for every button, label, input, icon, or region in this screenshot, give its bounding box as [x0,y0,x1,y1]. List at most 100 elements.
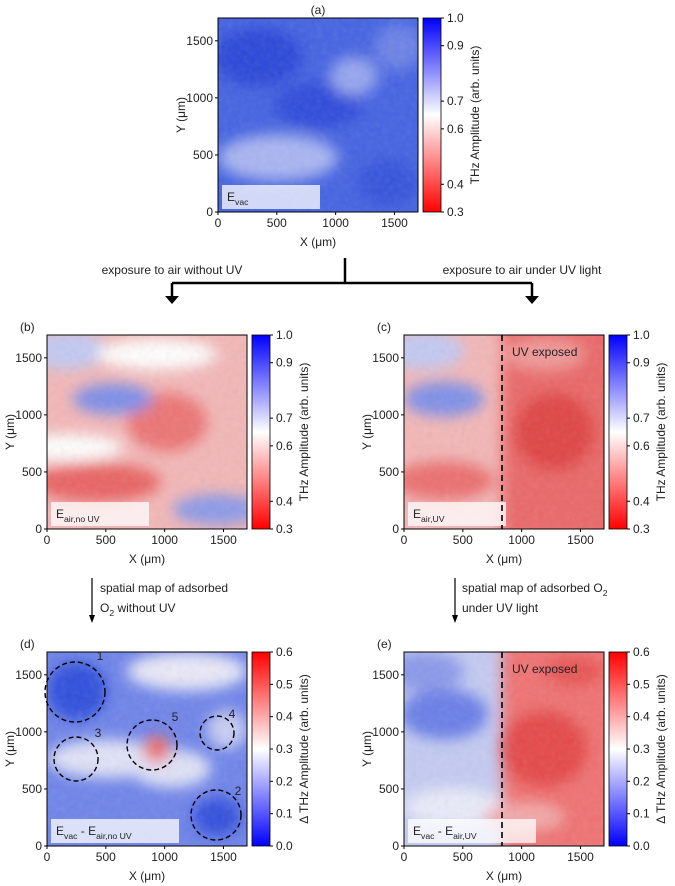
text-part: E [413,824,421,838]
colorbar-tick-label: 0.9 [633,356,650,370]
x-axis-label: X (μm) [486,869,522,883]
panel-label: (b) [20,320,35,334]
x-tick-label: 1500 [567,533,594,547]
text-part: E [56,824,64,838]
colorbar-tick-label: 0.6 [276,439,293,453]
inset-label-box [408,819,536,843]
colorbar-tick-label: 0.3 [276,742,293,756]
heatmap-panel: 0 500 1000 1500 0 500 1000 1500 X (μm) Y (μm) (b) 1… [3,320,311,566]
colorbar-tick-label: 0.0 [276,839,293,853]
colorbar-tick-label: 0.4 [633,710,650,724]
colorbar-tick-label: 0.7 [633,411,650,425]
inset-label-box [51,819,179,843]
map-noise [47,652,247,846]
map-noise [404,652,604,846]
colorbar-tick-label: 0.3 [276,522,293,536]
y-tick-label: 0 [206,205,213,219]
colorbar-tick-label: 0.7 [276,411,293,425]
text-part: without UV [114,601,175,615]
map-image [404,335,604,529]
x-tick-label: 1500 [210,850,237,864]
colorbar-label: Δ THz Amplitude (arb. units) [654,674,668,823]
inset-label-box [51,502,149,526]
colorbar-tick-label: 0.1 [276,807,293,821]
subscript: air,no UV [64,514,100,524]
region-label: 2 [235,784,242,798]
x-tick-label: 1000 [151,850,178,864]
region-label: 1 [97,649,104,663]
y-tick-label: 1000 [372,725,399,739]
y-tick-label: 1000 [186,91,213,105]
colorbar-tick-label: 0.4 [633,494,650,508]
y-tick-label: 0 [35,522,42,536]
map-image [404,652,604,846]
colorbar [251,651,271,847]
y-tick-label: 1000 [15,408,42,422]
region-circle [190,789,242,841]
text-part: - E [77,824,96,838]
colorbar-tick-label: 0.2 [276,774,293,788]
connector-arrows [91,258,534,616]
text-part: O [100,601,109,615]
colorbar-label: THz Amplitude (arb. units) [297,363,311,502]
y-tick-label: 500 [379,782,399,796]
panel-label: (a) [311,3,326,17]
colorbar-tick-label: 0.6 [447,122,464,136]
inset-label: Eair,UV [413,507,445,524]
text-part: under UV light [462,601,539,615]
colorbar-tick-label: 1.0 [447,11,464,25]
subscript: 2 [109,608,114,618]
x-tick-label: 1500 [381,216,408,230]
colorbar-tick-label: 0.2 [633,774,650,788]
x-axis-label: X (μm) [129,552,165,566]
y-tick-label: 1500 [186,34,213,48]
x-tick-label: 1000 [151,533,178,547]
x-tick-label: 1000 [322,216,349,230]
text-part: E [56,507,64,521]
transition-text: under UV light [462,601,539,615]
map-image [47,335,247,529]
heatmap-panel: 0 500 1000 1500 0 500 1000 1500 X (μm) Y (μm) (d) 0… [3,637,311,883]
x-tick-label: 500 [267,216,287,230]
region-circle [53,736,99,782]
colorbar-tick-label: 0.3 [633,522,650,536]
subscript: air,UV [453,831,477,841]
x-tick-label: 0 [401,533,408,547]
y-tick-label: 1500 [372,668,399,682]
panel-label: (e) [377,637,392,651]
plot-frame [403,651,605,847]
subscript: 2 [603,588,608,598]
x-tick-label: 1500 [210,533,237,547]
transition-text: exposure to air under UV light [443,263,602,277]
region-label: 5 [172,710,179,724]
x-tick-label: 500 [453,533,473,547]
x-axis-label: X (μm) [129,869,165,883]
colorbar-label: Δ THz Amplitude (arb. units) [297,674,311,823]
x-tick-label: 1500 [567,850,594,864]
y-tick-label: 1500 [15,668,42,682]
subscript: air,UV [421,514,445,524]
inset-label: Evac - Eair,no UV [56,824,132,841]
text-part: E [413,507,421,521]
arrow-heads [89,296,539,623]
colorbar-label: THz Amplitude (arb. units) [654,363,668,502]
plot-frame [217,17,419,213]
colorbar-label: THz Amplitude (arb. units) [468,46,482,185]
x-tick-label: 1000 [508,850,535,864]
x-tick-label: 0 [401,850,408,864]
x-tick-label: 1000 [508,533,535,547]
text-part: - E [434,824,453,838]
y-axis-label: Y (μm) [360,414,374,450]
colorbar-tick-label: 0.7 [447,94,464,108]
x-tick-label: 0 [215,216,222,230]
plot-frame [403,334,605,530]
map-noise [218,18,418,212]
inset-label-box [408,502,506,526]
panel-label: (c) [377,320,391,334]
x-tick-label: 0 [44,850,51,864]
y-tick-label: 1500 [372,351,399,365]
y-tick-label: 500 [379,465,399,479]
x-tick-label: 500 [96,533,116,547]
